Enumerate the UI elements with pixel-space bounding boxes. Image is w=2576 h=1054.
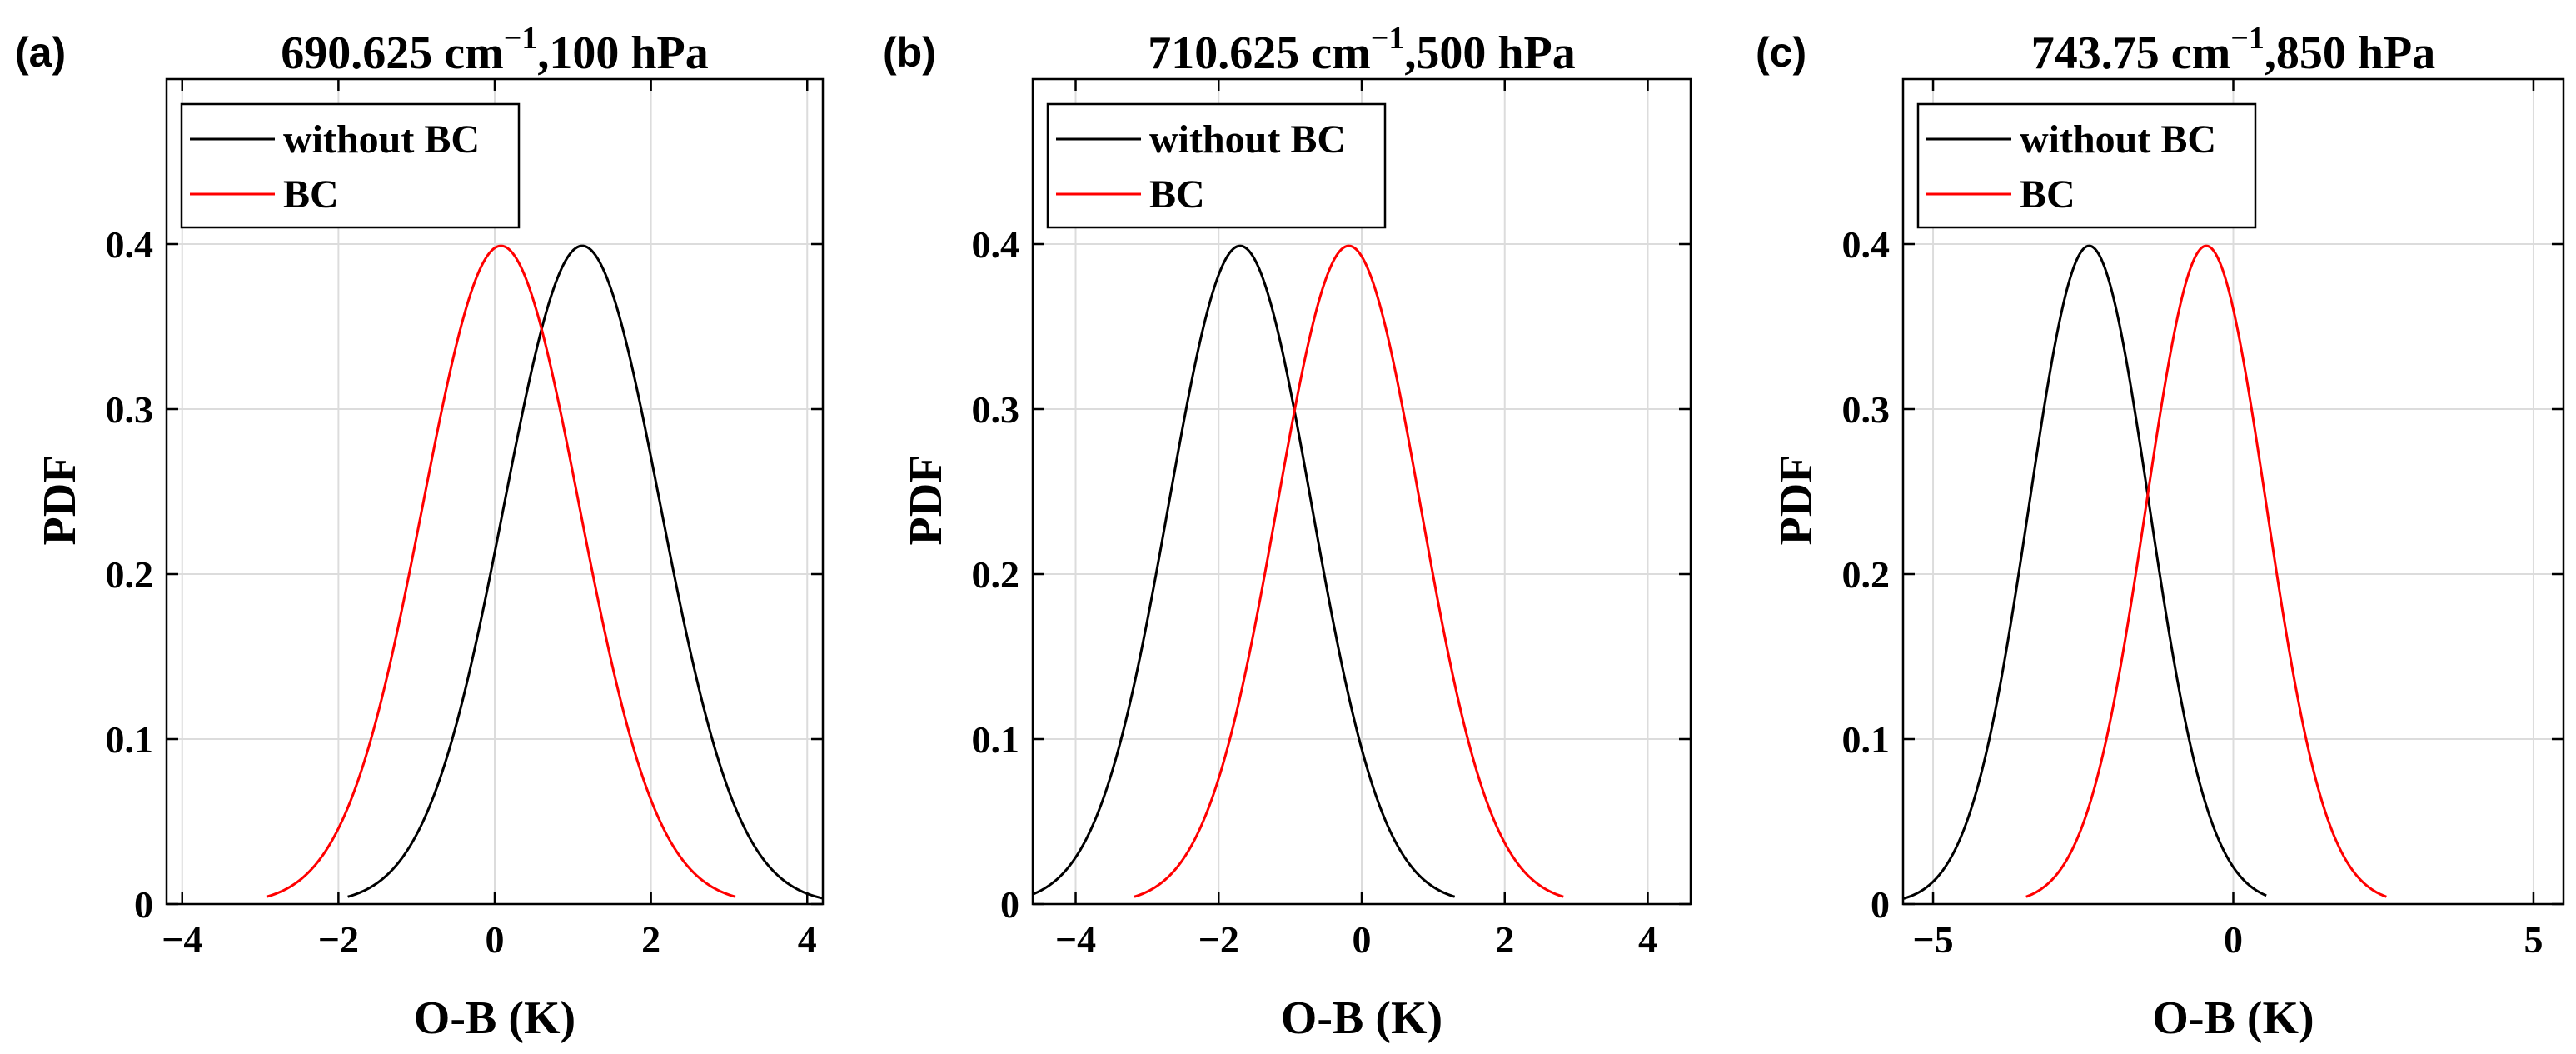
- y-tick-label: 0.3: [106, 388, 154, 431]
- x-tick-label: 5: [2524, 918, 2543, 961]
- y-tick-label: 0: [134, 883, 153, 926]
- y-tick-label: 0.1: [106, 718, 154, 761]
- series-line-bc: [266, 244, 736, 898]
- legend-label-bc: BC: [2020, 172, 2075, 217]
- legend: without BC BC: [180, 102, 521, 229]
- legend-label-without-bc: without BC: [283, 117, 480, 162]
- panel-label: (b): [883, 29, 936, 76]
- legend-label-bc: BC: [283, 172, 339, 217]
- x-tick-label: 2: [641, 918, 660, 961]
- x-tick-label: 0: [1353, 918, 1372, 961]
- x-tick-label: 4: [798, 918, 817, 961]
- title-main: 710.625 cm: [1148, 27, 1371, 79]
- panel-label: (c): [1756, 29, 1806, 76]
- series-line-without-bc: [1902, 244, 2267, 900]
- y-tick-label: 0.1: [1842, 718, 1891, 761]
- x-axis-label: O-B (K): [1281, 992, 1442, 1044]
- chart-title: 690.625 cm−1,100 hPa: [281, 21, 709, 79]
- y-tick-label: 0.1: [972, 718, 1020, 761]
- series-line-bc: [2025, 244, 2387, 898]
- legend-box: [180, 102, 521, 229]
- x-axis-label: O-B (K): [414, 992, 575, 1044]
- chart-panel: −5 0 5 0 0.1 0.2 0.3 0.4 O-B (K) PDF (c) 743.75 cm−…: [1756, 21, 2565, 1044]
- y-tick-label: 0.4: [1842, 223, 1891, 266]
- x-tick-label: 4: [1638, 918, 1657, 961]
- x-tick-label: −4: [1055, 918, 1096, 961]
- y-tick-label: 0.2: [1842, 553, 1891, 596]
- y-tick-label: 0.2: [972, 553, 1020, 596]
- x-tick-label: −5: [1912, 918, 1953, 961]
- legend-label-bc: BC: [1149, 172, 1205, 217]
- title-rest: ,850 hPa: [2265, 27, 2435, 79]
- legend-label-without-bc: without BC: [2020, 117, 2216, 162]
- y-tick-label: 0.4: [972, 223, 1020, 266]
- chart-panel: −4 −2 0 2 4 0 0.1 0.2 0.3 0.4 O-B (K) PDF (a) 690.625…: [15, 21, 825, 1044]
- legend-label-without-bc: without BC: [1149, 117, 1346, 162]
- y-tick-label: 0.2: [106, 553, 154, 596]
- y-tick-label: 0.4: [106, 223, 154, 266]
- title-superscript: −1: [2230, 21, 2265, 56]
- chart-panel: −4 −2 0 2 4 0 0.1 0.2 0.3 0.4 O-B (K) PDF (b) 710.625…: [883, 21, 1692, 1044]
- y-axis-label: PDF: [900, 455, 952, 546]
- x-tick-label: 0: [2224, 918, 2243, 961]
- x-tick-label: −4: [162, 918, 202, 961]
- series-line-bc: [1134, 244, 1564, 898]
- x-tick-label: −2: [1198, 918, 1239, 961]
- chart-title: 743.75 cm−1,850 hPa: [2031, 21, 2436, 79]
- x-tick-label: −2: [318, 918, 359, 961]
- title-superscript: −1: [504, 21, 538, 56]
- title-rest: ,500 hPa: [1404, 27, 1575, 79]
- panel-label: (a): [15, 29, 66, 76]
- y-axis-label: PDF: [1771, 455, 1822, 546]
- x-tick-label: 0: [486, 918, 505, 961]
- x-axis-label: O-B (K): [2152, 992, 2314, 1044]
- y-tick-label: 0.3: [972, 388, 1020, 431]
- series-line-without-bc: [347, 244, 824, 900]
- legend-box: [1916, 102, 2257, 229]
- legend: without BC BC: [1046, 102, 1387, 229]
- y-axis-label: PDF: [34, 455, 86, 546]
- title-rest: ,100 hPa: [537, 27, 708, 79]
- title-main: 743.75 cm: [2031, 27, 2231, 79]
- title-superscript: −1: [1371, 21, 1405, 56]
- y-tick-label: 0: [1000, 883, 1019, 926]
- title-main: 690.625 cm: [281, 27, 504, 79]
- y-tick-label: 0: [1871, 883, 1890, 926]
- x-tick-label: 2: [1495, 918, 1514, 961]
- legend: without BC BC: [1916, 102, 2257, 229]
- y-tick-label: 0.3: [1842, 388, 1891, 431]
- chart-title: 710.625 cm−1,500 hPa: [1148, 21, 1576, 79]
- series-line-without-bc: [1032, 244, 1456, 898]
- legend-box: [1046, 102, 1387, 229]
